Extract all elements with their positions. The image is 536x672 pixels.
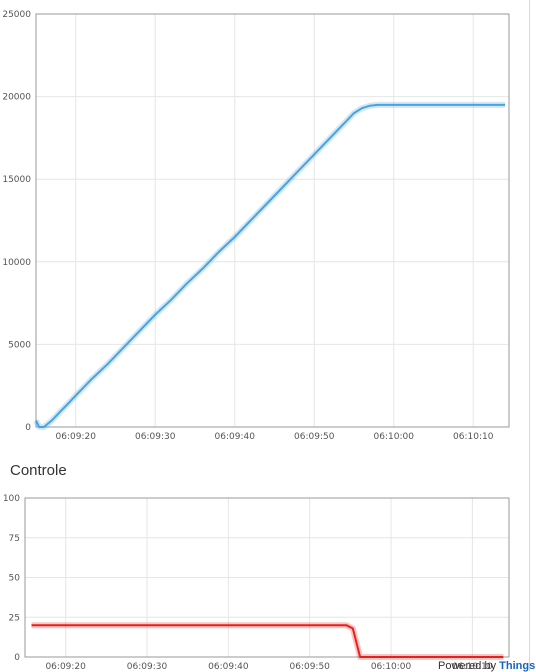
chart-main-y-tick-label: 10000	[2, 258, 31, 268]
chart-controle-y-tick-label: 50	[9, 574, 21, 584]
section-title-controle: Controle	[10, 462, 67, 479]
chart-main-y-tick-label: 15000	[2, 175, 31, 185]
chart-controle-y-tick-label: 0	[14, 653, 20, 663]
chart-main-x-tick-label: 06:09:30	[135, 432, 176, 442]
chart-main-x-tick-label: 06:09:50	[294, 432, 335, 442]
chart-main-plot-border	[35, 13, 510, 428]
chart-controle-y-tick-label: 100	[3, 494, 20, 504]
powered-by: Powered by Thingsb	[438, 660, 536, 672]
powered-by-text: Powered by	[438, 660, 497, 672]
chart-main-series-line	[35, 103, 505, 428]
chart-controle-plot-border	[24, 497, 510, 658]
chart-controle-x-tick-label: 06:10:10	[452, 662, 493, 672]
chart-controle-x-tick-label: 06:10:00	[371, 662, 412, 672]
chart-controle-x-tick-label: 06:09:20	[45, 662, 86, 672]
chart-main: 0 5000 10000 15000 20000 25000 06:09:20 06:09:3…	[2, 10, 510, 442]
chart-controle: 0 25 50 75 100 06:09:20 06:09:30 06:09:40 06:09:…	[3, 494, 510, 672]
chart-main-y-tick-label: 5000	[8, 340, 31, 350]
chart-controle-y-tick-label: 25	[9, 613, 20, 623]
chart-main-plot-frame	[35, 13, 510, 428]
powered-by-link[interactable]: Thingsb	[499, 660, 536, 672]
chart-controle-x-tick-label: 06:09:40	[208, 662, 249, 672]
chart-main-x-tick-label: 06:09:20	[56, 432, 97, 442]
chart-main-y-tick-label: 25000	[2, 10, 31, 20]
chart-main-x-tick-label: 06:09:40	[215, 432, 256, 442]
chart-controle-x-tick-label: 06:09:30	[127, 662, 168, 672]
chart-main-y-tick-label: 0	[25, 423, 31, 433]
scrollbar-edge	[529, 0, 530, 671]
chart-controle-y-tick-label: 75	[9, 534, 20, 544]
chart-main-x-tick-label: 06:10:00	[374, 432, 415, 442]
chart-controle-x-tick-label: 06:09:50	[289, 662, 330, 672]
chart-controle-series-line	[31, 624, 504, 658]
chart-main-x-tick-label: 06:10:10	[453, 432, 494, 442]
chart-main-y-tick-label: 20000	[2, 93, 31, 103]
